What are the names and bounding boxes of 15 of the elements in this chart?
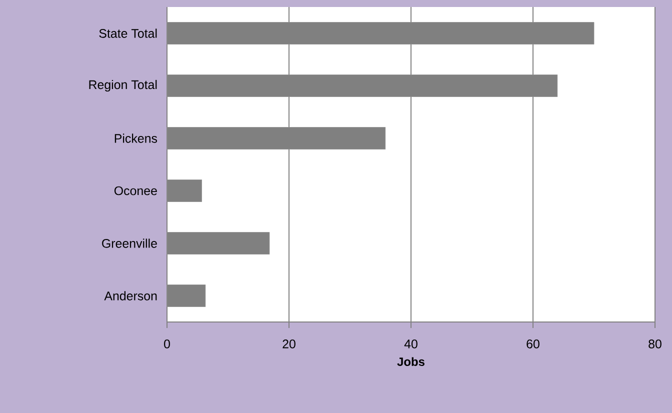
- bar: [166, 180, 202, 202]
- x-tick-label: 40: [404, 340, 418, 348]
- bar: [166, 232, 270, 254]
- y-tick-label: Greenville: [102, 238, 157, 248]
- x-tick-label: 60: [526, 340, 540, 348]
- bar: [166, 284, 206, 307]
- y-tick-label: Anderson: [104, 291, 157, 300]
- x-tick-label: 0: [164, 340, 170, 348]
- x-tick-label: 20: [282, 340, 296, 348]
- y-tick-label: State Total: [99, 28, 157, 38]
- y-tick-label: Pickens: [114, 134, 158, 143]
- x-tick-label: 80: [648, 340, 662, 348]
- y-tick-label: Oconee: [114, 186, 157, 196]
- x-axis-title: Jobs: [397, 357, 424, 366]
- y-tick-label: Region Total: [89, 80, 157, 92]
